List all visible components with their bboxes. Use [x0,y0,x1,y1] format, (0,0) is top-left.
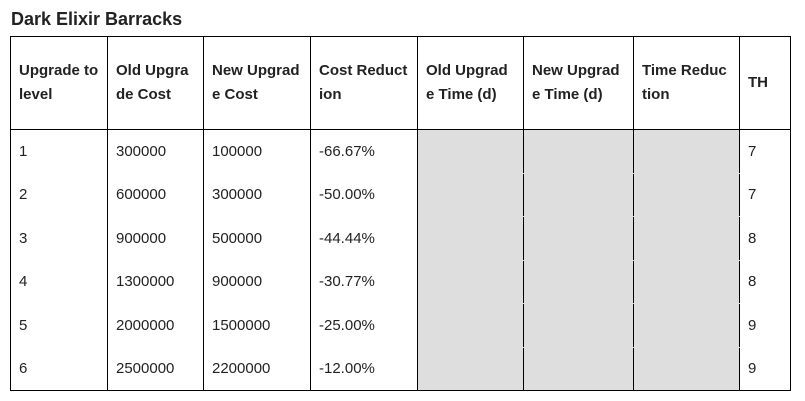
header-cell: Old Upgrade Time (d) [417,36,524,130]
empty-cell [417,303,524,348]
header-cell: New Upgrade Time (d) [523,36,634,130]
table-cell: 1 [10,129,108,173]
header-cell: TH [739,36,791,130]
table-row: 1 300000 100000 -66.67% 7 [10,129,791,174]
table-cell: -44.44% [310,216,418,260]
empty-cell [633,259,740,304]
table-cell: 900000 [203,260,311,304]
table-cell: 8 [739,260,791,304]
empty-cell [633,172,740,217]
table-cell: 7 [739,173,791,217]
data-table: Upgrade to level Old Upgrade Cost New Upgr… [10,36,791,391]
table-cell: 100000 [203,129,311,173]
empty-cell [417,129,524,174]
table-cell: 5 [10,303,108,347]
table-cell: 8 [739,216,791,260]
table-cell: 1500000 [203,303,311,347]
table-cell: 300000 [107,129,204,173]
table-cell: 2500000 [107,347,204,391]
table-cell: -25.00% [310,303,418,347]
empty-cell [633,346,740,391]
table-row: 3 900000 500000 -44.44% 8 [10,216,791,261]
empty-cell [523,216,634,261]
table-row: 6 2500000 2200000 -12.00% 9 [10,346,791,391]
table-row: 2 600000 300000 -50.00% 7 [10,172,791,217]
table-cell: 4 [10,260,108,304]
table-cell: -50.00% [310,173,418,217]
table-cell: 9 [739,347,791,391]
empty-cell [633,303,740,348]
table-cell: 2200000 [203,347,311,391]
empty-cell [523,303,634,348]
empty-cell [417,259,524,304]
table-cell: -30.77% [310,260,418,304]
empty-cell [523,346,634,391]
table-body: 1 300000 100000 -66.67% 7 2 600000 300000 -50.00… [10,129,791,391]
table-cell: 600000 [107,173,204,217]
header-cell: New Upgrade Cost [203,36,311,130]
table-cell: 2000000 [107,303,204,347]
table-cell: 9 [739,303,791,347]
table-row: 4 1300000 900000 -30.77% 8 [10,259,791,304]
header-cell: Upgrade to level [10,36,108,130]
table-cell: 500000 [203,216,311,260]
empty-cell [417,346,524,391]
table-cell: 300000 [203,173,311,217]
empty-cell [523,172,634,217]
table-cell: -12.00% [310,347,418,391]
table-cell: 7 [739,129,791,173]
empty-cell [523,129,634,174]
table-cell: 3 [10,216,108,260]
empty-cell [417,216,524,261]
header-cell: Time Reduction [633,36,740,130]
header-cell: Cost Reduction [310,36,418,130]
empty-cell [523,259,634,304]
header-row: Upgrade to level Old Upgrade Cost New Upgr… [10,36,791,130]
empty-cell [633,216,740,261]
table-cell: 1300000 [107,260,204,304]
empty-cell [633,129,740,174]
table-cell: 6 [10,347,108,391]
table-cell: 2 [10,173,108,217]
header-cell: Old Upgrade Cost [107,36,204,130]
empty-cell [417,172,524,217]
table-title: Dark Elixir Barracks [11,9,183,29]
table-cell: 900000 [107,216,204,260]
table-cell: -66.67% [310,129,418,173]
table-row: 5 2000000 1500000 -25.00% 9 [10,303,791,348]
